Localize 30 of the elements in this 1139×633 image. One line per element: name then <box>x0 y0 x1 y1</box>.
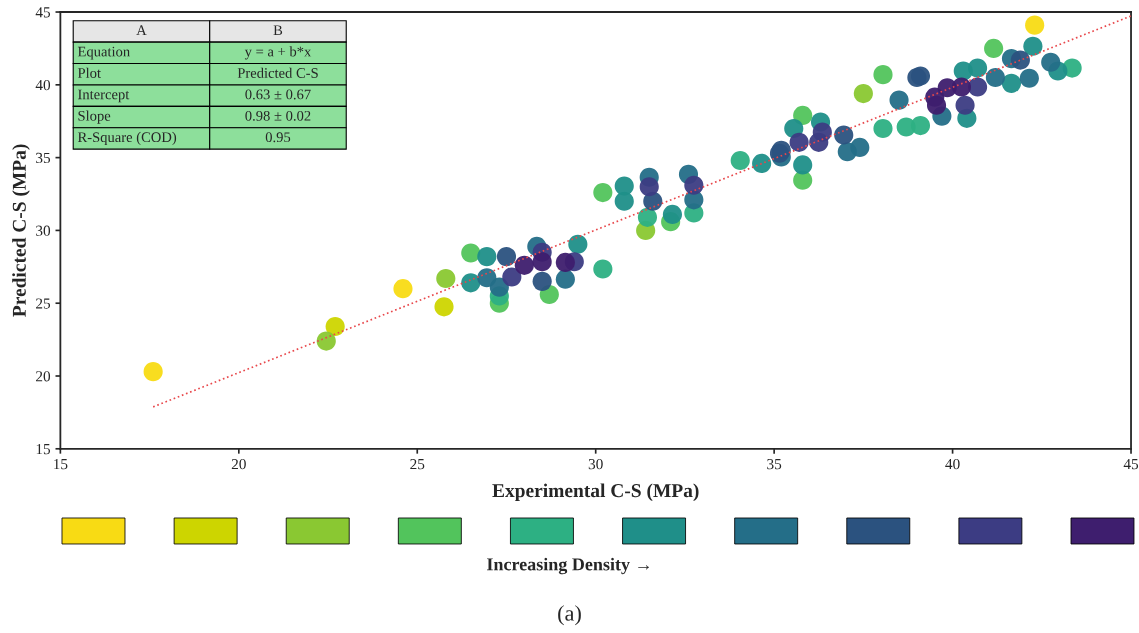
y-tick-label: 20 <box>36 371 51 382</box>
y-tick-label: 15 <box>36 444 51 455</box>
annotation: B <box>273 25 283 36</box>
y-axis-title: Predicted C-S (MPa) <box>12 144 30 317</box>
annotation: Plot <box>77 67 101 78</box>
annotation: R-Square (COD) <box>77 131 177 146</box>
y-tick-label: 25 <box>36 298 51 309</box>
annotation: Predicted C-S <box>237 67 318 78</box>
annotation: Intercept <box>78 89 130 103</box>
annotation: A <box>136 25 147 35</box>
x-tick-label: 30 <box>588 458 603 470</box>
legend-title: Increasing Density → <box>487 557 649 575</box>
y-tick-label: 40 <box>35 79 51 91</box>
annotation: 0.95 <box>265 132 291 143</box>
x-tick-label: 35 <box>767 459 782 470</box>
annotation: 0.63 ± 0.67 <box>245 89 311 100</box>
annotation: 0.98 ± 0.02 <box>245 110 311 121</box>
annotation: Slope <box>78 110 111 124</box>
x-tick-label: 15 <box>54 459 68 470</box>
y-tick-label: 30 <box>36 225 51 236</box>
y-tick-label: 45 <box>35 7 51 18</box>
x-axis-title: Experimental C-S (MPa) <box>492 483 699 502</box>
x-tick-label: 25 <box>410 459 425 470</box>
y-tick-label: 35 <box>36 152 51 164</box>
x-tick-label: 45 <box>1123 459 1139 470</box>
annotation: y = a + b*x <box>244 46 312 60</box>
x-tick-label: 20 <box>231 458 246 470</box>
x-tick-label: 40 <box>945 458 960 470</box>
annotation: Equation <box>77 46 130 60</box>
text: (a) <box>558 605 581 626</box>
